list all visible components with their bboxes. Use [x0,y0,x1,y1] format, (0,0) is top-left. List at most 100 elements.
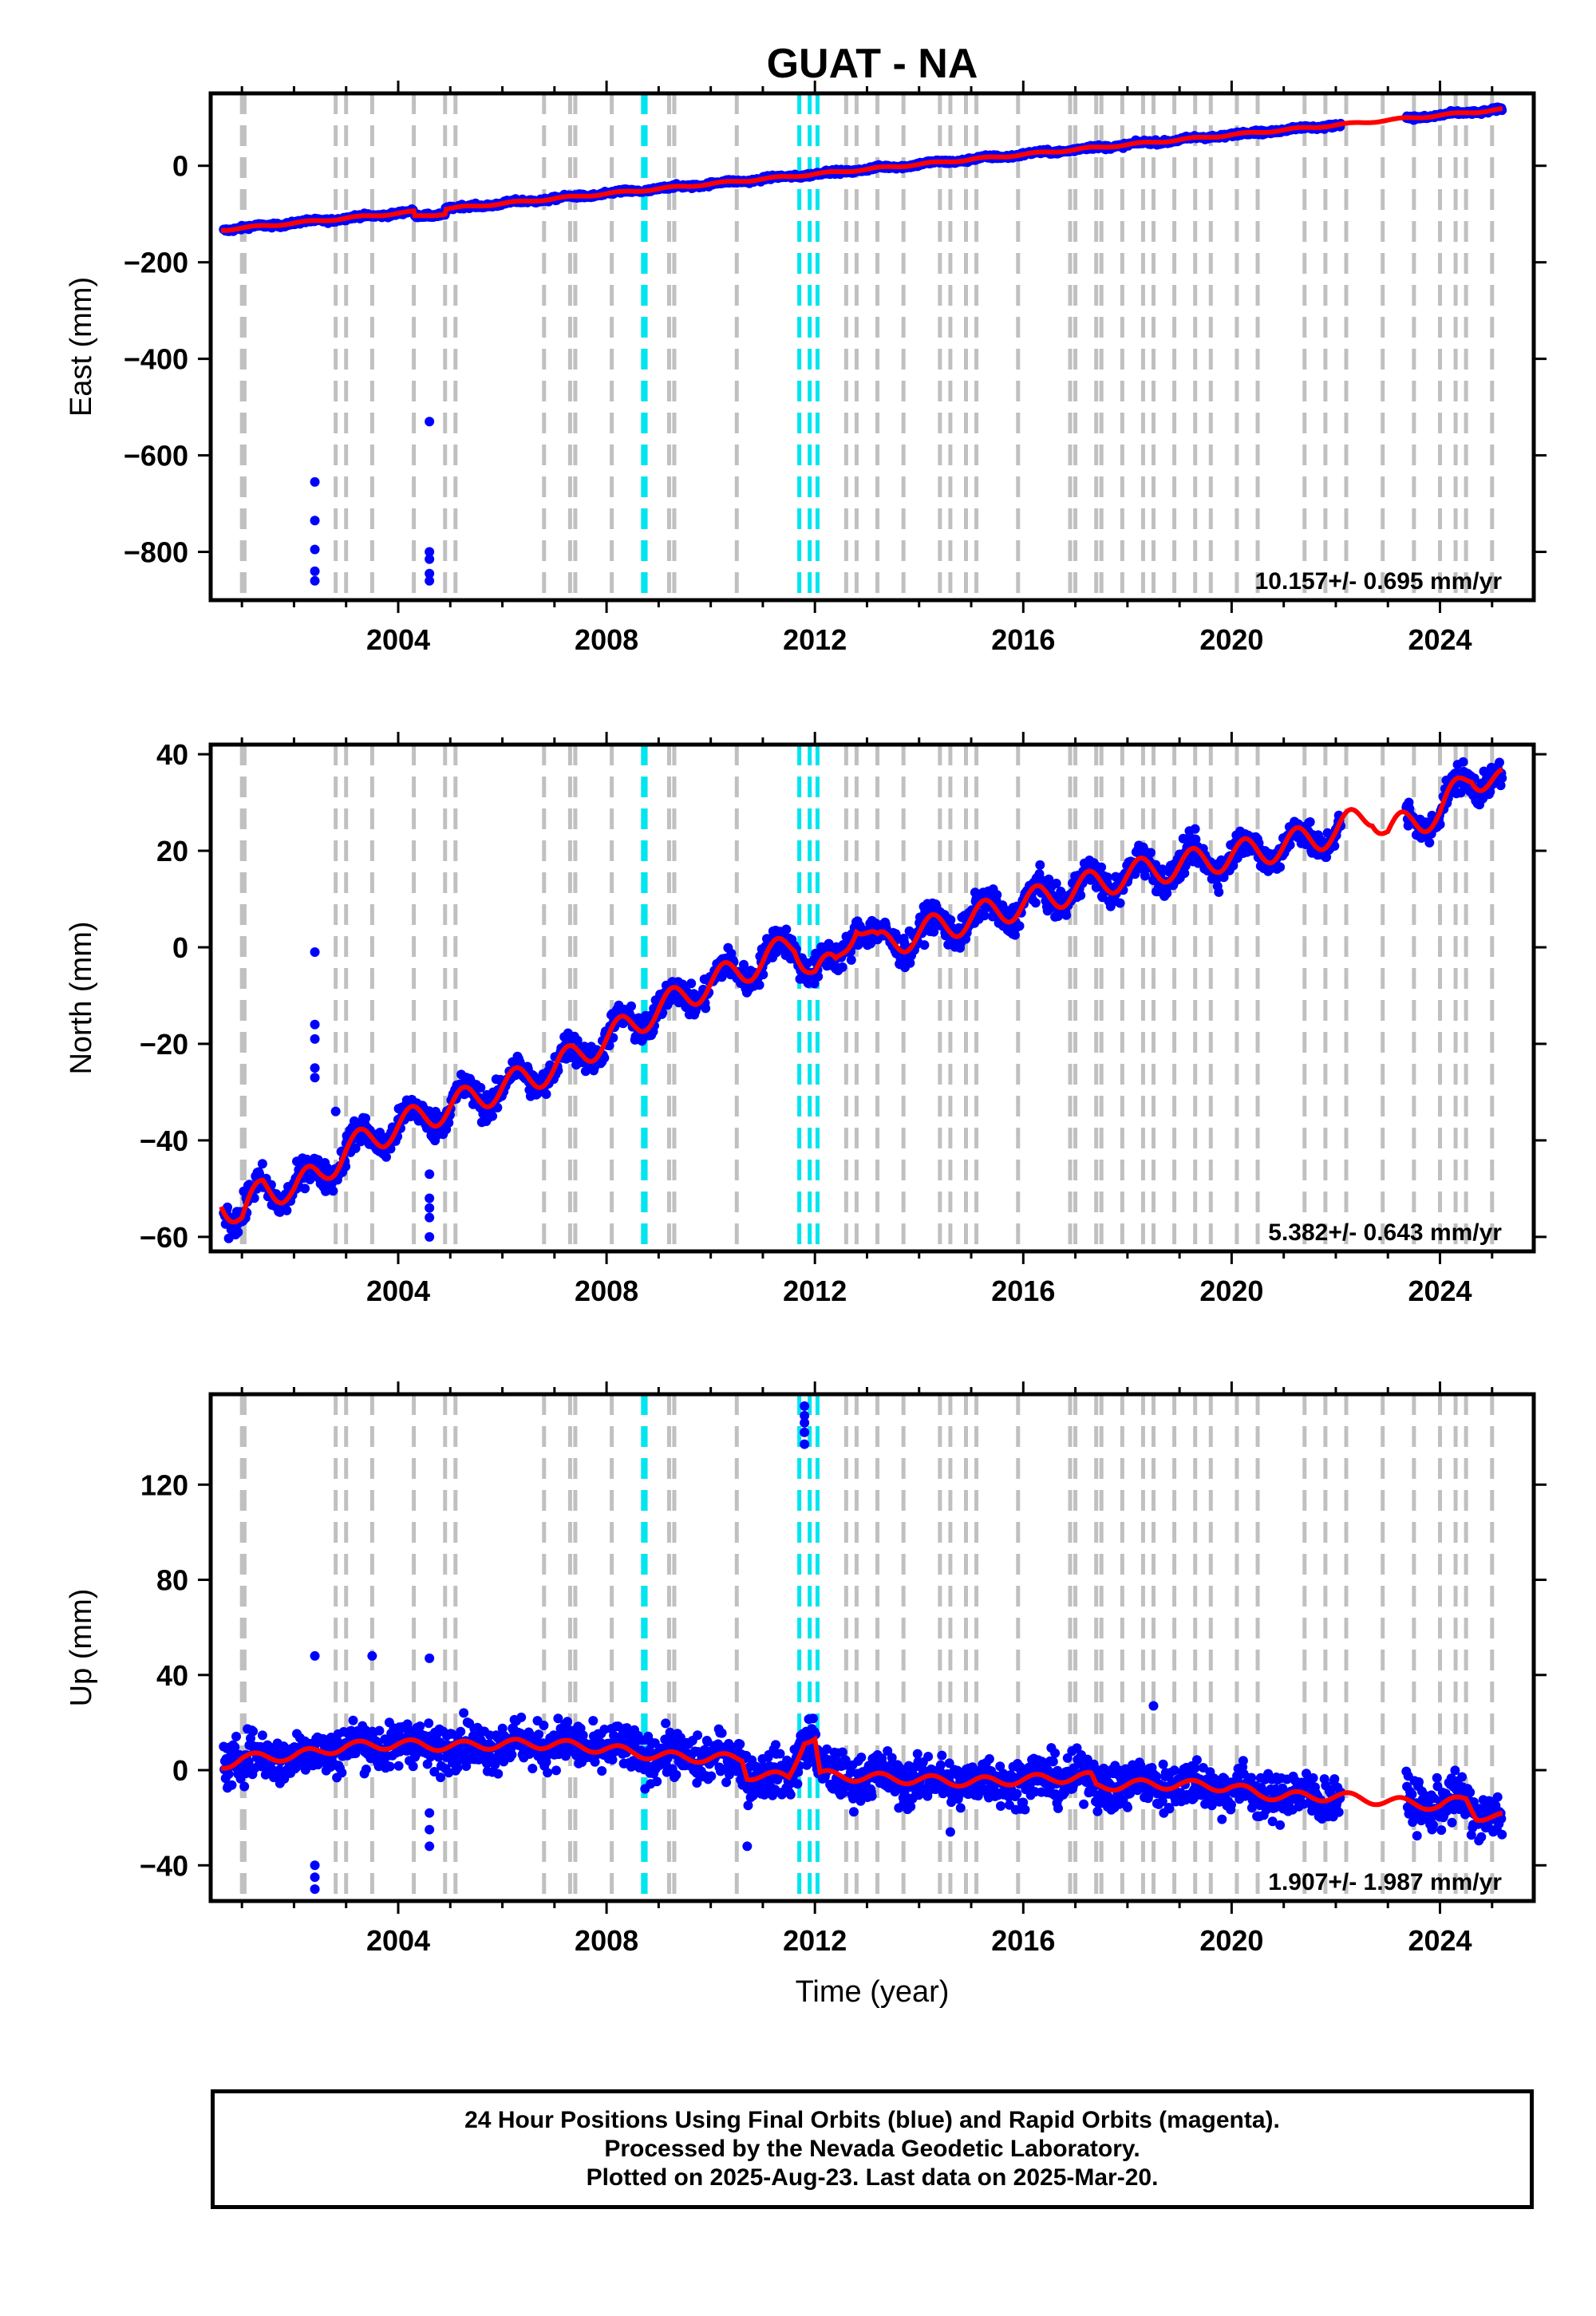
daily-position-point [1180,860,1191,871]
daily-position-point [239,1781,250,1792]
outlier-point [310,1034,320,1044]
daily-position-point [1424,837,1435,848]
daily-position-point [671,1769,681,1780]
outlier-point [310,1019,320,1030]
daily-position-point [1497,773,1507,783]
daily-position-point [539,1721,549,1730]
outlier-point [425,568,435,579]
daily-position-point [361,1765,371,1774]
daily-position-point [1096,862,1107,872]
velocity-rate-label: 5.382+/- 0.643 mm/yr [1268,1219,1502,1246]
outlier-point [310,476,320,487]
daily-position-point [1193,858,1203,868]
daily-position-point [257,1159,267,1169]
daily-position-point [488,1111,498,1121]
outlier-point [425,1231,435,1242]
daily-position-point [846,954,856,965]
x-tick-label: 2020 [1199,623,1263,656]
daily-position-point [257,1730,267,1741]
x-tick-label: 2008 [575,623,638,656]
daily-position-point [837,962,847,972]
model-fit-line [221,105,1503,233]
daily-position-point [553,1713,563,1724]
daily-position-point [665,1727,675,1737]
y-tick-label: −200 [124,247,188,279]
daily-position-point [415,1721,425,1731]
daily-position-point [626,1001,636,1011]
daily-position-point [350,1143,361,1153]
daily-position-point [230,1742,240,1753]
daily-position-point [543,1768,553,1778]
daily-position-point [1321,852,1332,862]
daily-position-point [282,1205,292,1215]
x-tick-label: 2016 [991,623,1055,656]
daily-position-point [1190,824,1200,834]
daily-position-point [1061,910,1072,920]
daily-position-point [551,1765,561,1776]
daily-position-point [459,1708,469,1718]
daily-position-point [424,1718,434,1729]
x-tick-label: 2020 [1199,1275,1263,1307]
daily-position-point [1044,874,1054,884]
daily-position-point [1458,757,1468,767]
daily-position-point [361,1113,371,1124]
daily-position-point [1179,868,1190,879]
daily-position-point [1010,930,1020,940]
daily-position-point [578,1730,588,1741]
daily-position-point [979,911,990,921]
daily-position-point [1146,848,1156,858]
daily-position-point [227,1780,237,1790]
daily-position-point [1275,862,1286,872]
y-tick-label: −800 [124,536,188,569]
daily-position-point [622,1723,632,1733]
y-axis-title: East (mm) [65,277,98,417]
x-tick-label: 2024 [1408,623,1472,656]
daily-position-point [243,1757,254,1767]
y-tick-label: −400 [124,343,188,376]
outlier-point [425,1212,435,1223]
daily-position-point [231,1731,241,1741]
y-tick-label: 20 [156,835,188,868]
plot-area [219,745,1507,1251]
daily-position-point [1102,872,1112,883]
daily-position-point [223,1769,234,1779]
daily-position-point [781,924,792,935]
daily-position-point [337,1768,347,1778]
daily-position-point [381,1152,391,1162]
daily-position-point [1030,898,1041,908]
plot-frame [208,742,1536,1254]
daily-position-point [588,1716,598,1726]
outlier-point [310,575,320,586]
daily-position-point [701,1003,711,1014]
daily-position-point [650,1738,660,1749]
daily-position-point [411,1749,421,1760]
daily-position-point [493,1769,504,1779]
outlier-point [425,417,435,427]
daily-position-point [693,1730,703,1741]
outlier-point [310,544,320,555]
daily-position-point [919,940,930,951]
daily-position-point [452,1763,463,1773]
daily-position-point [248,1726,259,1737]
daily-position-point [497,1723,508,1733]
outlier-point [310,947,320,958]
y-tick-label: −40 [140,1124,188,1157]
outlier-point [310,1073,320,1083]
daily-position-point [824,939,834,949]
daily-position-point [929,927,939,937]
daily-position-point [300,1184,310,1194]
daily-position-point [1076,890,1086,900]
plot-frame [208,91,1536,603]
daily-position-point [375,1128,385,1137]
daily-position-point [946,915,956,925]
daily-position-point [422,1759,433,1769]
model-fit-line [219,767,1503,1225]
daily-position-point [433,1752,444,1762]
daily-position-point [1214,887,1224,897]
daily-position-point [374,1725,385,1736]
daily-position-point [686,978,697,989]
outlier-point [310,516,320,526]
daily-position-point [341,1161,351,1172]
outlier-point [425,554,435,564]
